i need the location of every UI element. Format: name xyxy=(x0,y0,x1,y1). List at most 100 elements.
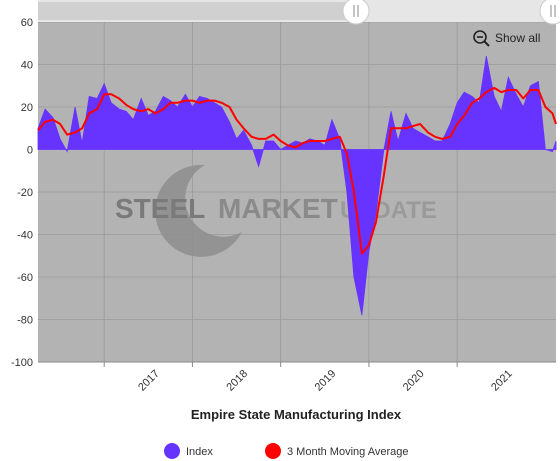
index-point[interactable] xyxy=(109,101,113,105)
moving-average-point[interactable] xyxy=(294,146,298,150)
moving-average-point[interactable] xyxy=(389,127,393,131)
index-point[interactable] xyxy=(389,110,393,114)
moving-average-point[interactable] xyxy=(117,97,121,101)
index-point[interactable] xyxy=(272,139,276,143)
moving-average-point[interactable] xyxy=(235,118,239,122)
moving-average-point[interactable] xyxy=(308,139,312,143)
index-point[interactable] xyxy=(235,137,239,141)
index-point[interactable] xyxy=(176,105,180,109)
index-point[interactable] xyxy=(462,90,466,94)
index-point[interactable] xyxy=(396,139,400,143)
legend-label-moving-average[interactable]: 3 Month Moving Average xyxy=(287,446,408,458)
moving-average-point[interactable] xyxy=(286,144,290,148)
moving-average-point[interactable] xyxy=(154,112,158,116)
moving-average-point[interactable] xyxy=(554,122,558,126)
moving-average-point[interactable] xyxy=(162,107,166,111)
moving-average-point[interactable] xyxy=(206,99,210,103)
show-all-button[interactable]: Show all xyxy=(473,30,540,47)
moving-average-point[interactable] xyxy=(51,118,55,122)
moving-average-point[interactable] xyxy=(352,190,356,194)
moving-average-point[interactable] xyxy=(345,152,349,156)
moving-average-point[interactable] xyxy=(279,139,283,143)
moving-average-point[interactable] xyxy=(418,122,422,126)
index-point[interactable] xyxy=(551,150,555,154)
index-point[interactable] xyxy=(404,112,408,116)
index-point[interactable] xyxy=(330,118,334,122)
index-point[interactable] xyxy=(448,122,452,126)
legend-label-index[interactable]: Index xyxy=(186,446,213,458)
moving-average-point[interactable] xyxy=(382,173,386,177)
moving-average-point[interactable] xyxy=(500,90,504,94)
moving-average-point[interactable] xyxy=(426,131,430,135)
index-point[interactable] xyxy=(279,148,283,152)
index-point[interactable] xyxy=(485,54,489,58)
index-point[interactable] xyxy=(80,141,84,145)
index-point[interactable] xyxy=(184,93,188,97)
index-point[interactable] xyxy=(250,144,254,148)
index-point[interactable] xyxy=(455,101,459,105)
index-point[interactable] xyxy=(382,148,386,152)
moving-average-point[interactable] xyxy=(272,133,276,137)
moving-average-point[interactable] xyxy=(124,103,128,107)
index-point[interactable] xyxy=(58,137,62,141)
index-point[interactable] xyxy=(500,110,504,114)
moving-average-point[interactable] xyxy=(220,101,224,105)
moving-average-point[interactable] xyxy=(264,137,268,141)
moving-average-point[interactable] xyxy=(404,127,408,131)
moving-average-point[interactable] xyxy=(448,135,452,139)
index-point[interactable] xyxy=(470,95,474,99)
moving-average-point[interactable] xyxy=(338,135,342,139)
moving-average-point[interactable] xyxy=(87,112,91,116)
index-point[interactable] xyxy=(191,105,195,109)
moving-average-point[interactable] xyxy=(73,131,77,135)
moving-average-point[interactable] xyxy=(102,93,106,97)
index-point[interactable] xyxy=(228,120,232,124)
moving-average-point[interactable] xyxy=(433,135,437,139)
index-point[interactable] xyxy=(43,107,47,111)
index-point[interactable] xyxy=(102,82,106,86)
index-point[interactable] xyxy=(352,275,356,279)
index-point[interactable] xyxy=(507,76,511,80)
moving-average-point[interactable] xyxy=(213,99,217,103)
navigator-handle-left[interactable] xyxy=(342,0,370,25)
moving-average-point[interactable] xyxy=(228,105,232,109)
index-point[interactable] xyxy=(162,95,166,99)
index-point[interactable] xyxy=(87,95,91,99)
moving-average-point[interactable] xyxy=(184,99,188,103)
moving-average-point[interactable] xyxy=(485,90,489,94)
legend-item-index[interactable]: Index xyxy=(164,443,213,459)
moving-average-point[interactable] xyxy=(316,139,320,143)
moving-average-point[interactable] xyxy=(58,122,62,126)
index-point[interactable] xyxy=(257,165,261,169)
moving-average-point[interactable] xyxy=(411,124,415,128)
index-point[interactable] xyxy=(492,95,496,99)
moving-average-point[interactable] xyxy=(323,139,327,143)
moving-average-point[interactable] xyxy=(440,137,444,141)
moving-average-point[interactable] xyxy=(95,107,99,111)
moving-average-point[interactable] xyxy=(109,93,113,97)
index-point[interactable] xyxy=(529,84,533,88)
index-point[interactable] xyxy=(367,250,371,254)
moving-average-point[interactable] xyxy=(191,99,195,103)
moving-average-point[interactable] xyxy=(257,137,261,141)
moving-average-point[interactable] xyxy=(36,129,40,133)
moving-average-point[interactable] xyxy=(529,88,533,92)
moving-average-point[interactable] xyxy=(139,110,143,114)
moving-average-point[interactable] xyxy=(242,127,246,131)
legend-item-moving-average[interactable]: 3 Month Moving Average xyxy=(265,443,408,459)
moving-average-point[interactable] xyxy=(374,220,378,224)
index-point[interactable] xyxy=(554,139,558,143)
index-point[interactable] xyxy=(124,110,128,114)
moving-average-point[interactable] xyxy=(198,101,202,105)
index-point[interactable] xyxy=(433,139,437,143)
index-point[interactable] xyxy=(132,118,136,122)
moving-average-point[interactable] xyxy=(169,101,173,105)
moving-average-point[interactable] xyxy=(537,88,541,92)
index-point[interactable] xyxy=(418,131,422,135)
index-point[interactable] xyxy=(477,101,481,105)
zoom-out-icon[interactable] xyxy=(473,30,490,47)
moving-average-point[interactable] xyxy=(367,243,371,247)
index-point[interactable] xyxy=(65,150,69,154)
index-point[interactable] xyxy=(345,190,349,194)
moving-average-point[interactable] xyxy=(396,127,400,131)
